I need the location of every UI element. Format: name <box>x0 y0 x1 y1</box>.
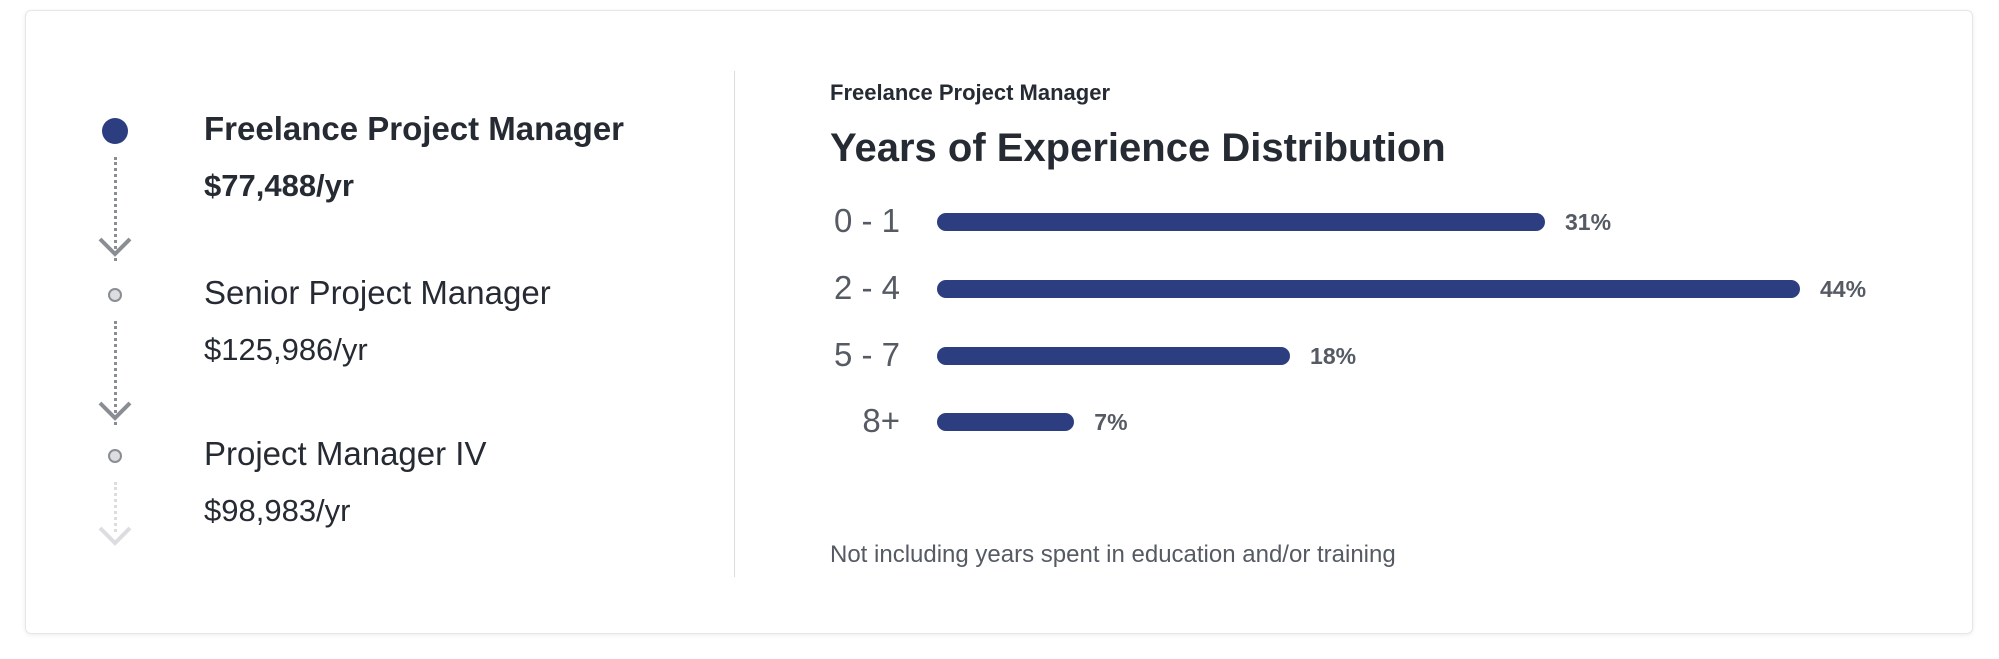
category-label: 5 - 7 <box>833 336 900 373</box>
bar-5-7 <box>937 347 1291 365</box>
value-label: 7% <box>1094 409 1128 435</box>
bar-8plus <box>937 413 1075 431</box>
category-label: 2 - 4 <box>833 269 900 306</box>
path-connector <box>114 482 117 532</box>
chart-subtitle: Freelance Project Manager <box>830 80 1111 105</box>
job-title: Project Manager IV <box>204 435 487 472</box>
category-label: 0 - 1 <box>833 202 900 239</box>
chart-title: Years of Experience Distribution <box>830 126 1446 170</box>
job-title: Freelance Project Manager <box>204 110 625 147</box>
chevron-down-icon <box>98 526 132 546</box>
path-connector <box>114 157 117 261</box>
bar-2-4 <box>937 280 1800 298</box>
job-title: Senior Project Manager <box>204 274 551 311</box>
category-label: 8+ <box>862 402 900 439</box>
value-label: 31% <box>1565 209 1612 235</box>
current-position-dot <box>102 118 128 144</box>
value-label: 44% <box>1820 276 1867 302</box>
position-dot <box>108 288 122 302</box>
job-salary: $98,983/yr <box>204 493 351 528</box>
job-salary: $77,488/yr <box>204 168 354 203</box>
career-card <box>25 10 1973 634</box>
position-dot <box>108 449 122 463</box>
chevron-down-icon <box>98 401 132 421</box>
value-label: 18% <box>1310 343 1357 369</box>
path-connector <box>114 321 117 425</box>
divider <box>734 71 735 577</box>
job-salary: $125,986/yr <box>204 332 368 367</box>
chart-footnote: Not including years spent in education a… <box>830 541 1396 568</box>
bar-0-1 <box>937 213 1546 231</box>
chevron-down-icon <box>98 237 132 257</box>
